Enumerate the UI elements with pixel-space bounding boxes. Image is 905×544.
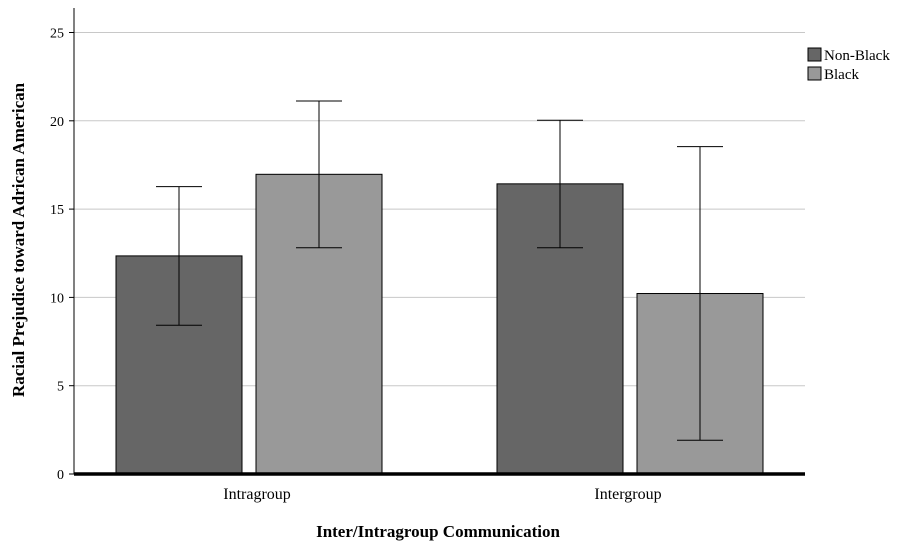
x-tick-label: Intergroup: [594, 486, 661, 503]
x-axis-title: Inter/Intragroup Communication: [316, 522, 560, 541]
y-tick-label: 5: [57, 380, 64, 395]
x-axis-ticks: Intragroup Intergroup: [223, 486, 661, 503]
legend: Non-Black Black: [808, 48, 890, 83]
y-tick-label: 10: [50, 291, 64, 306]
y-tick-label: 15: [50, 203, 64, 218]
bars: [116, 174, 763, 474]
legend-label: Black: [824, 67, 859, 83]
legend-swatch: [808, 67, 821, 80]
y-axis-title: Racial Prejudice toward Adrican American: [9, 82, 28, 397]
y-tick-label: 0: [57, 468, 64, 483]
y-tick-label: 20: [50, 115, 64, 130]
legend-swatch: [808, 48, 821, 61]
legend-label: Non-Black: [824, 48, 890, 64]
x-tick-label: Intragroup: [223, 486, 291, 503]
y-axis-ticks: 0 5 10 15 20 25: [50, 27, 74, 484]
y-tick-label: 25: [50, 27, 64, 42]
